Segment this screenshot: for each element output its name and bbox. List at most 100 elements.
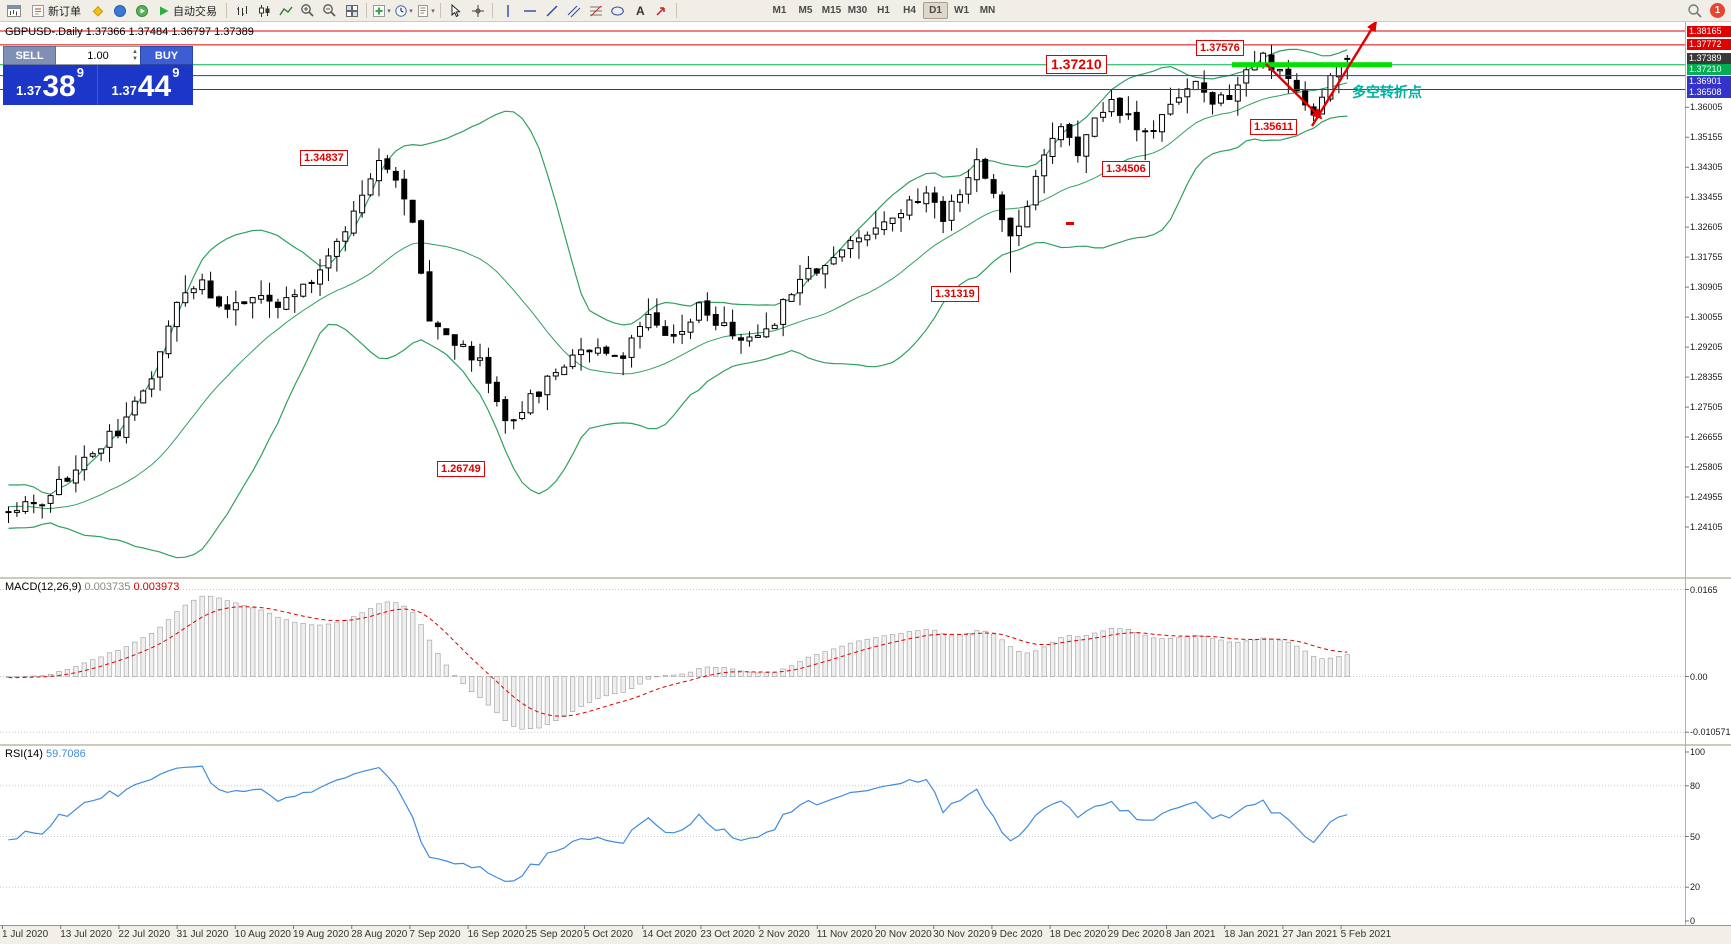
sell-marker [1066, 222, 1074, 225]
templates-button[interactable]: ▾ [415, 2, 436, 20]
price-tick-label: 1.24105 [1690, 521, 1723, 532]
sell-price-prefix: 1.37 [16, 83, 42, 98]
timeframe-w1[interactable]: W1 [954, 5, 969, 16]
price-level-badge: 1.37772 [1687, 39, 1731, 51]
cursor-icon[interactable] [445, 2, 466, 20]
sell-price[interactable]: 1.37 38 9 [3, 65, 98, 105]
timeframe-m1[interactable]: M1 [772, 5, 787, 16]
new-order-label: 新订单 [48, 5, 81, 18]
volume-value: 1.00 [87, 49, 109, 62]
timeframe-h1[interactable]: H1 [877, 5, 890, 16]
price-annotation: 1.34837 [300, 150, 348, 166]
date-label: 19 Aug 2020 [293, 929, 350, 940]
price-level-badge: 1.38165 [1687, 25, 1731, 37]
macd-label: MACD(12,26,9) 0.003735 0.003973 [5, 581, 179, 593]
price-tick-label: 1.24955 [1690, 492, 1723, 502]
date-label: 10 Aug 2020 [234, 929, 291, 940]
price-level-badge: 1.37389 [1687, 52, 1731, 64]
toolbar-separator [676, 3, 677, 18]
timeframe-h4[interactable]: H4 [903, 5, 916, 16]
vertical-line-icon[interactable] [497, 2, 518, 20]
line-chart-icon[interactable] [275, 2, 296, 20]
date-label: 8 Jan 2021 [1166, 929, 1216, 940]
buy-price-sup: 9 [172, 65, 180, 80]
search-icon[interactable] [1684, 2, 1705, 20]
fibonacci-icon[interactable] [585, 2, 606, 20]
shapes-icon[interactable] [607, 2, 628, 20]
price-annotation: 1.31319 [931, 286, 979, 302]
volume-spinner[interactable]: ▲ ▼ [132, 49, 138, 63]
strategy-tester-icon[interactable] [131, 2, 152, 20]
sell-button[interactable]: SELL [3, 46, 56, 65]
toolbar-separator [366, 3, 367, 18]
macd-layer [0, 589, 1685, 733]
buy-price[interactable]: 1.37 44 9 [98, 65, 193, 105]
sell-price-main: 38 [42, 70, 76, 103]
date-label: 9 Dec 2020 [991, 929, 1043, 940]
volume-input[interactable]: 1.00 ▲ ▼ [56, 46, 140, 65]
date-label: 18 Dec 2020 [1049, 929, 1107, 940]
date-label: 25 Sep 2020 [525, 929, 583, 940]
rsi-scale-label: 50 [1690, 831, 1701, 842]
new-order-button[interactable]: 新订单 [26, 2, 86, 20]
macd-value-signal: 0.003973 [133, 581, 180, 593]
timeframe-d1[interactable]: D1 [923, 2, 948, 19]
date-label: 27 Jan 2021 [1282, 929, 1338, 940]
note-text: 多空转折点 [1352, 84, 1422, 100]
rsi-scale-label: 80 [1690, 780, 1701, 791]
price-annotation: 1.35611 [1250, 119, 1298, 135]
timeframe-m30[interactable]: M30 [847, 5, 868, 16]
metaeditor-icon[interactable] [87, 2, 108, 20]
date-label: 22 Jul 2020 [118, 929, 171, 940]
date-label: 16 Sep 2020 [467, 929, 525, 940]
spin-down-icon[interactable]: ▼ [132, 56, 138, 62]
date-label: 28 Aug 2020 [351, 929, 408, 940]
timeframe-m5[interactable]: M5 [798, 5, 813, 16]
price-tick-label: 1.30905 [1690, 282, 1723, 293]
rsi-label: RSI(14) 59.7086 [5, 748, 86, 760]
autotrading-button[interactable]: 自动交易 [153, 2, 222, 20]
indicators-button[interactable]: ▾ [371, 2, 392, 20]
timeframe-mn[interactable]: MN [979, 5, 996, 16]
crosshair-icon[interactable] [467, 2, 488, 20]
channel-icon[interactable] [563, 2, 584, 20]
buy-price-prefix: 1.37 [111, 83, 137, 98]
bar-chart-icon[interactable] [231, 2, 252, 20]
thick-green-segment [1232, 62, 1392, 68]
zoom-in-icon[interactable] [297, 2, 318, 20]
timeframe-toolbar: M1 M5 M15 M30 H1 H4 D1 W1 MN [767, 2, 1000, 19]
macd-scale-label: 0.00 [1690, 671, 1708, 682]
spin-up-icon[interactable]: ▲ [132, 49, 138, 55]
date-label: 7 Sep 2020 [409, 929, 461, 940]
trend-arrow [1265, 63, 1323, 120]
trend-arrow [1310, 20, 1378, 127]
macd-value-main: 0.003735 [84, 581, 131, 593]
candlestick-chart-icon[interactable] [253, 2, 274, 20]
price-tick-label: 1.29205 [1690, 342, 1723, 353]
periods-button[interactable]: ▾ [393, 2, 414, 20]
date-label: 18 Jan 2021 [1224, 929, 1280, 940]
market-watch-icon[interactable] [109, 2, 130, 20]
date-label: 1 Jul 2020 [2, 929, 49, 940]
rsi-scale-label: 0 [1690, 916, 1696, 926]
tile-windows-icon[interactable] [341, 2, 362, 20]
new-chart-icon[interactable] [4, 2, 25, 20]
horizontal-line-icon[interactable] [519, 2, 540, 20]
notification-badge[interactable]: 1 [1710, 3, 1725, 18]
timeframe-m15[interactable]: M15 [821, 5, 842, 16]
buy-button[interactable]: BUY [140, 46, 193, 65]
zoom-out-icon[interactable] [319, 2, 340, 20]
text-icon[interactable]: A [629, 2, 650, 20]
rsi-name: RSI(14) [5, 748, 43, 760]
arrows-icon[interactable] [651, 2, 672, 20]
one-click-trade-panel: SELL 1.00 ▲ ▼ BUY 1.37 38 9 1.37 44 9 [3, 46, 193, 105]
price-level-badge: 1.36901 [1687, 75, 1731, 87]
toolbar-separator [492, 3, 493, 18]
trendline-icon[interactable] [541, 2, 562, 20]
rsi-scale-label: 20 [1690, 882, 1701, 893]
candles-layer [5, 44, 1351, 559]
macd-scale-label: -0.010571 [1690, 727, 1731, 738]
date-label: 13 Jul 2020 [60, 929, 112, 940]
toolbar-right: 1 [1684, 2, 1727, 20]
